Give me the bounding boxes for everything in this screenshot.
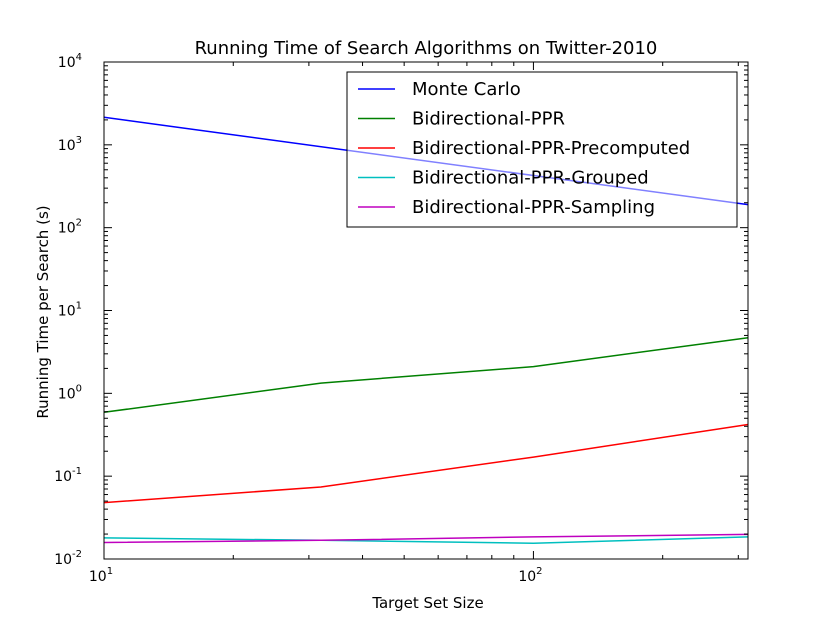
series-line-2	[103, 336, 749, 414]
y-axis-label: Running Time per Search (s)	[34, 205, 52, 418]
x-tick-label: 101	[89, 566, 113, 585]
chart-title: Running Time of Search Algorithms on Twi…	[195, 38, 658, 59]
legend-label-4: Bidirectional-PPR-Grouped	[412, 168, 649, 189]
y-tick-label: 104	[58, 52, 82, 71]
x-tick-label: 102	[518, 566, 542, 585]
legend-label-2: Bidirectional-PPR	[412, 109, 565, 130]
x-axis-label: Target Set Size	[371, 594, 483, 612]
series-line-5	[103, 533, 749, 544]
series-line-4	[103, 536, 749, 544]
series-line-3	[103, 423, 749, 504]
y-tick-label: 103	[58, 135, 82, 154]
y-tick-label: 101	[58, 301, 82, 320]
y-tick-label: 102	[58, 218, 82, 237]
y-tick-label: 10-2	[54, 549, 82, 568]
legend-frame	[346, 71, 738, 228]
y-tick-label: 10-1	[54, 466, 82, 485]
legend: Monte Carlo Bidirectional-PPR Bidirectiona…	[346, 71, 738, 228]
tick-layer: 101 102 10-2 10-1 100 101 102 103 104	[54, 52, 748, 585]
legend-items: Monte Carlo Bidirectional-PPR Bidirectiona…	[358, 79, 690, 218]
legend-label-5: Bidirectional-PPR-Sampling	[412, 197, 655, 218]
y-tick-label: 100	[58, 383, 82, 402]
legend-label-3: Bidirectional-PPR-Precomputed	[412, 138, 690, 159]
legend-label-1: Monte Carlo	[412, 79, 521, 100]
